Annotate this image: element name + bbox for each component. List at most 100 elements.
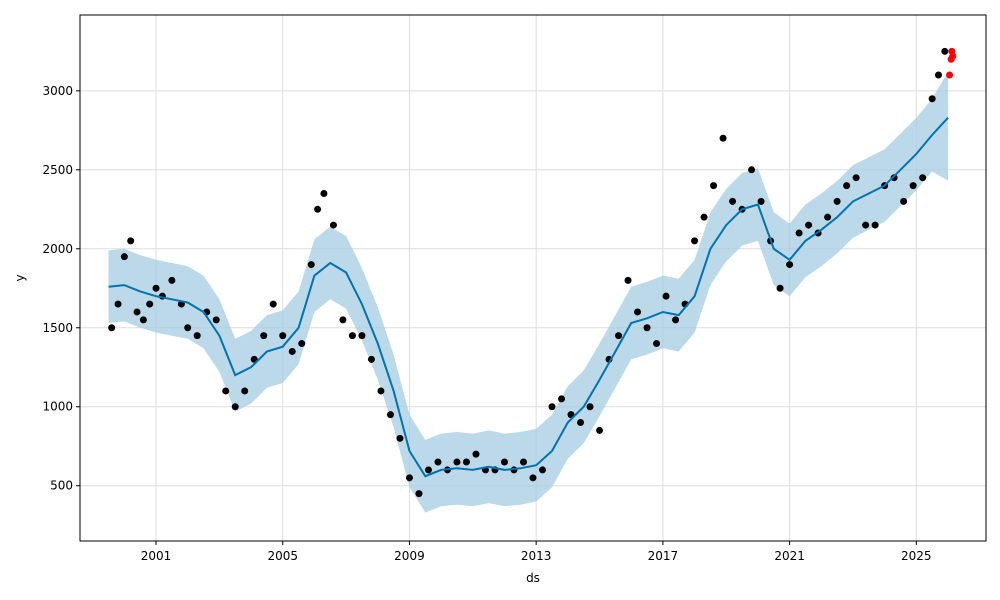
observed-point bbox=[114, 300, 122, 308]
observed-point bbox=[934, 71, 942, 79]
observed-point bbox=[279, 332, 287, 340]
observed-point bbox=[653, 340, 661, 348]
observed-point bbox=[108, 324, 116, 332]
observed-point bbox=[691, 237, 699, 245]
observed-point bbox=[786, 261, 794, 269]
recent-points bbox=[946, 47, 957, 79]
observed-point bbox=[529, 474, 537, 482]
observed-point bbox=[634, 308, 642, 316]
forecast-line bbox=[108, 117, 949, 478]
x-axis-ticks: 2001 2005 2009 2013 2017 2021 2025 bbox=[141, 541, 932, 563]
y-axis-ticks: 500 1000 1500 2000 2500 3000 bbox=[42, 84, 80, 493]
y-tick-label: 1000 bbox=[42, 400, 73, 414]
recent-point bbox=[946, 71, 954, 79]
y-tick-label: 2000 bbox=[42, 242, 73, 256]
x-tick-label: 2017 bbox=[648, 549, 679, 563]
observed-point bbox=[672, 316, 680, 324]
observed-point bbox=[871, 221, 879, 229]
observed-point bbox=[168, 276, 176, 284]
observed-point bbox=[212, 316, 220, 324]
observed-point bbox=[500, 458, 508, 466]
observed-point bbox=[748, 166, 756, 174]
observed-point bbox=[586, 403, 594, 411]
observed-point bbox=[757, 197, 765, 205]
observed-point bbox=[415, 490, 423, 498]
observed-points bbox=[108, 47, 949, 498]
observed-point bbox=[615, 332, 623, 340]
observed-point bbox=[928, 95, 936, 103]
observed-point bbox=[472, 450, 480, 458]
x-tick-label: 2001 bbox=[141, 549, 172, 563]
observed-point bbox=[919, 174, 927, 182]
observed-point bbox=[193, 332, 201, 340]
x-tick-label: 2021 bbox=[774, 549, 805, 563]
observed-point bbox=[329, 221, 337, 229]
observed-point bbox=[405, 474, 413, 482]
observed-point bbox=[146, 300, 154, 308]
x-tick-label: 2005 bbox=[267, 549, 298, 563]
observed-point bbox=[900, 197, 908, 205]
observed-point bbox=[843, 182, 851, 190]
y-tick-label: 3000 bbox=[42, 84, 73, 98]
x-tick-label: 2025 bbox=[901, 549, 932, 563]
observed-point bbox=[596, 426, 604, 434]
observed-point bbox=[307, 261, 315, 269]
observed-point bbox=[462, 458, 470, 466]
observed-point bbox=[241, 387, 249, 395]
observed-point bbox=[348, 332, 356, 340]
observed-point bbox=[339, 316, 347, 324]
observed-point bbox=[377, 387, 385, 395]
observed-point bbox=[941, 47, 949, 55]
observed-point bbox=[358, 332, 366, 340]
observed-point bbox=[805, 221, 813, 229]
observed-point bbox=[269, 300, 277, 308]
observed-point bbox=[833, 197, 841, 205]
observed-point bbox=[396, 434, 404, 442]
observed-point bbox=[424, 466, 432, 474]
observed-point bbox=[577, 419, 585, 427]
observed-point bbox=[824, 213, 832, 221]
observed-point bbox=[719, 134, 727, 142]
x-axis-label: ds bbox=[526, 571, 540, 585]
y-axis-label: y bbox=[13, 274, 27, 281]
observed-point bbox=[662, 292, 670, 300]
observed-point bbox=[558, 395, 566, 403]
observed-point bbox=[298, 340, 306, 348]
observed-point bbox=[710, 182, 718, 190]
observed-point bbox=[852, 174, 860, 182]
observed-point bbox=[231, 403, 239, 411]
observed-point bbox=[729, 197, 737, 205]
observed-point bbox=[776, 284, 784, 292]
y-tick-label: 1500 bbox=[42, 321, 73, 335]
observed-point bbox=[320, 189, 328, 197]
observed-point bbox=[890, 174, 898, 182]
observed-point bbox=[367, 355, 375, 363]
observed-point bbox=[120, 253, 128, 261]
y-tick-label: 2500 bbox=[42, 163, 73, 177]
observed-point bbox=[139, 316, 147, 324]
observed-point bbox=[314, 205, 322, 213]
observed-point bbox=[434, 458, 442, 466]
observed-point bbox=[453, 458, 461, 466]
observed-point bbox=[288, 347, 296, 355]
x-tick-label: 2013 bbox=[521, 549, 552, 563]
observed-point bbox=[152, 284, 160, 292]
observed-point bbox=[260, 332, 268, 340]
plot-frame bbox=[79, 14, 987, 542]
recent-point bbox=[949, 52, 957, 60]
observed-point bbox=[909, 182, 917, 190]
y-tick-label: 500 bbox=[50, 479, 73, 493]
observed-point bbox=[862, 221, 870, 229]
observed-point bbox=[539, 466, 547, 474]
observed-point bbox=[133, 308, 141, 316]
observed-point bbox=[127, 237, 135, 245]
observed-point bbox=[643, 324, 651, 332]
observed-point bbox=[700, 213, 708, 221]
observed-point bbox=[548, 403, 556, 411]
observed-point bbox=[386, 411, 394, 419]
observed-point bbox=[624, 276, 632, 284]
observed-point bbox=[222, 387, 230, 395]
observed-point bbox=[184, 324, 192, 332]
observed-point bbox=[519, 458, 527, 466]
